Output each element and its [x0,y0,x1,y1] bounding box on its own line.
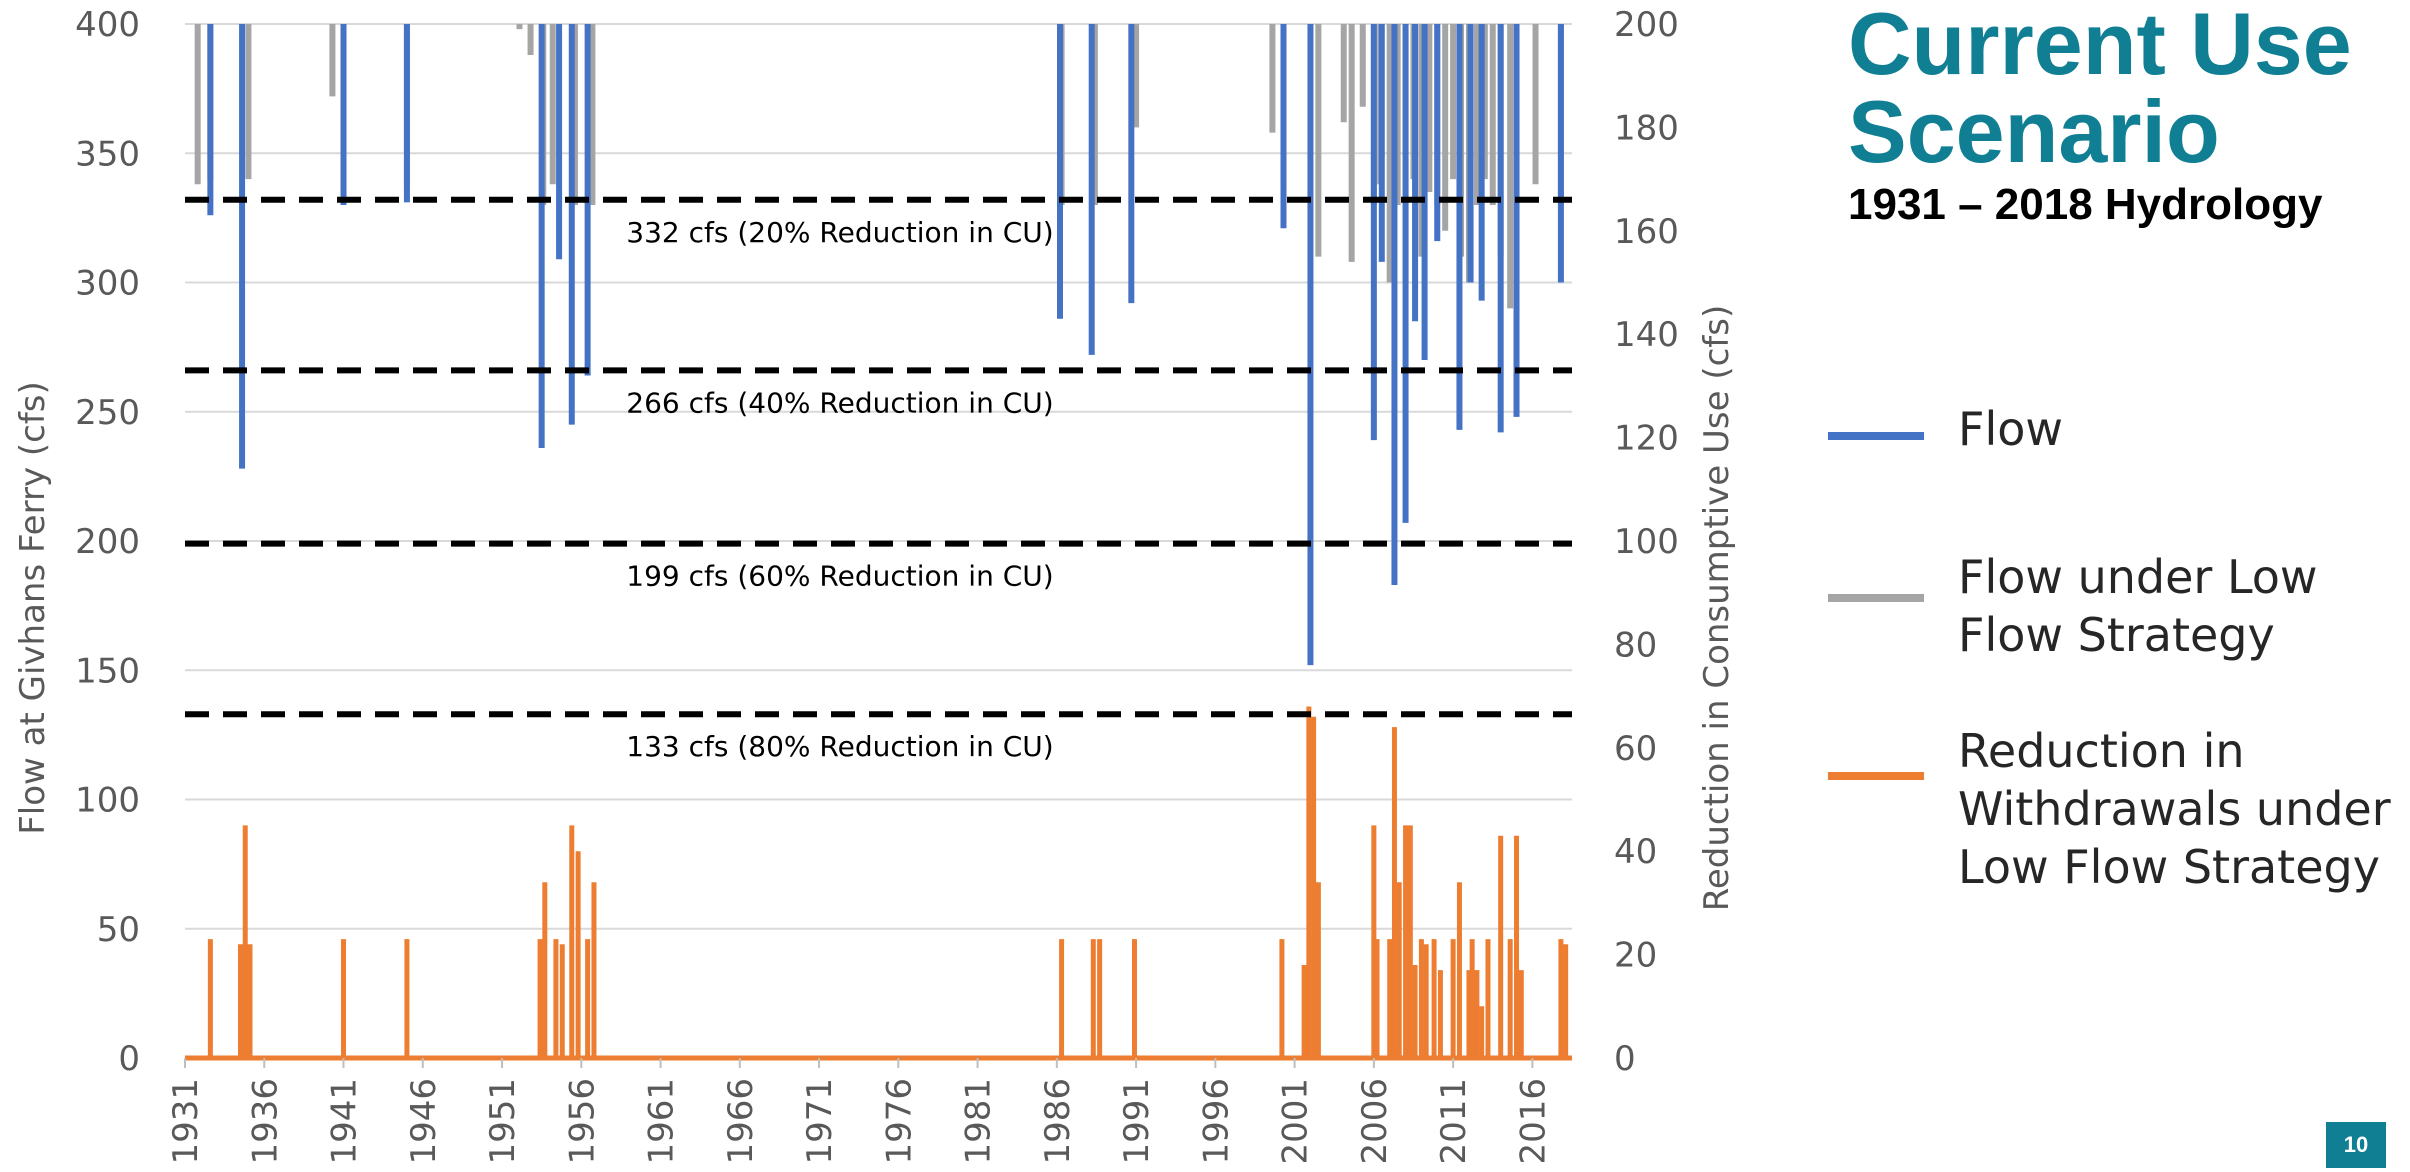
legend-label-flow: Flow [1958,402,2064,456]
page-number: 10 [2326,1122,2386,1168]
y2-tick-label: 80 [1614,625,1657,665]
legend-swatch-flow [1828,432,1924,440]
y2-tick-label: 20 [1614,936,1657,976]
legend-swatch-reduction [1828,772,1924,780]
x-tick-label: 1941 [325,1078,365,1165]
x-tick-label: 1981 [959,1078,999,1165]
y2-tick-label: 100 [1614,522,1679,562]
x-tick-label: 1991 [1117,1078,1157,1165]
chart-legend: Flow Flow under Low Flow Strategy Reduct… [1828,400,2408,950]
legend-swatch-low-flow-strategy [1828,594,1924,602]
y-tick-label: 50 [97,910,140,950]
y-tick-label: 150 [75,651,140,691]
page-title-line1: Current Use [1848,0,2352,93]
legend-label-reduction: Reduction in Withdrawals under Low Flow … [1958,724,2391,894]
page-title-line2: Scenario [1848,82,2220,181]
y-axis-left-title: Flow at Givhans Ferry (cfs) [13,381,53,835]
x-tick-label: 1961 [642,1078,682,1165]
x-tick-label: 2011 [1434,1078,1474,1165]
y2-tick-label: 40 [1614,832,1657,872]
threshold-label: 199 cfs (60% Reduction in CU) [626,560,1053,593]
x-tick-label: 1946 [404,1078,444,1165]
x-tick-label: 1951 [483,1078,523,1165]
y-tick-label: 100 [75,781,140,821]
x-tick-label: 1956 [562,1078,602,1165]
threshold-label: 133 cfs (80% Reduction in CU) [626,730,1053,763]
y2-tick-label: 200 [1614,5,1679,45]
y-tick-label: 200 [75,522,140,562]
series-flow [207,24,1564,666]
title-block: Current Use Scenario 1931 – 2018 Hydrolo… [1848,0,2408,230]
x-tick-label: 1971 [800,1078,840,1165]
y2-tick-label: 160 [1614,212,1679,252]
legend-item-flow: Flow [1828,400,2408,490]
series-flow-low-flow-strategy [194,24,1564,309]
x-tick-label: 1966 [721,1078,761,1165]
y-tick-label: 300 [75,264,140,304]
y-tick-label: 350 [75,134,140,174]
x-tick-label: 1986 [1038,1078,1078,1165]
y2-tick-label: 120 [1614,419,1679,459]
threshold-label: 332 cfs (20% Reduction in CU) [626,216,1053,249]
x-tick-label: 2016 [1513,1078,1553,1165]
y-tick-label: 0 [118,1039,140,1079]
flow-chart: 332 cfs (20% Reduction in CU) 266 cfs (40… [13,5,1737,1165]
y2-tick-label: 180 [1614,108,1679,148]
x-tick-label: 1976 [879,1078,919,1165]
legend-label-low-flow-strategy: Flow under Low Flow Strategy [1958,550,2318,662]
threshold-lines: 332 cfs (20% Reduction in CU) 266 cfs (40… [185,196,1572,763]
y-axis-right-ticks: 0 20 40 60 80 100 120 140 160 180 200 [1614,5,1679,1079]
x-tick-label: 2001 [1276,1078,1316,1165]
y2-tick-label: 140 [1614,315,1679,355]
x-tick-label: 1936 [245,1078,285,1165]
x-tick-label: 1996 [1196,1078,1236,1165]
y2-tick-label: 60 [1614,729,1657,769]
legend-item-low-flow-strategy: Flow under Low Flow Strategy [1828,548,2408,664]
page-subtitle: 1931 – 2018 Hydrology [1848,180,2323,229]
x-tick-label: 1931 [166,1078,206,1165]
y2-tick-label: 0 [1614,1039,1636,1079]
y-tick-label: 400 [75,5,140,45]
series-reduction-in-withdrawals [185,706,1572,1061]
y-axis-right-title: Reduction in Consumptive Use (cfs) [1697,305,1737,912]
x-tick-label: 2006 [1355,1078,1395,1165]
y-tick-label: 250 [75,393,140,433]
y-axis-left-ticks: 0 50 100 150 200 250 300 350 400 [75,5,140,1079]
x-axis-ticks: 1931 1936 1941 1946 1951 1956 1961 1966 1971 1976… [166,1058,1553,1165]
threshold-label: 266 cfs (40% Reduction in CU) [626,386,1053,419]
legend-item-reduction: Reduction in Withdrawals under Low Flow … [1828,722,2408,894]
